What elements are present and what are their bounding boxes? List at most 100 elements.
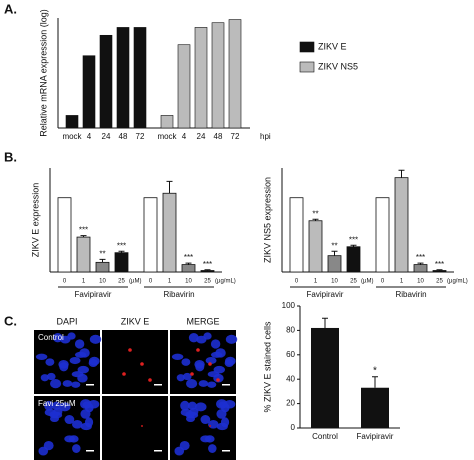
x-tick-label: 0 — [149, 279, 153, 285]
scale-bar — [154, 450, 162, 452]
nucleus — [35, 353, 48, 360]
x-tick-label: 72 — [231, 132, 240, 141]
bar — [346, 246, 361, 273]
error-bar — [331, 250, 338, 256]
bar — [143, 197, 158, 273]
nucleus — [176, 374, 185, 382]
nucleus — [59, 402, 71, 412]
error-bar — [204, 269, 211, 271]
nucleus — [225, 334, 238, 344]
micrograph — [102, 396, 168, 460]
signal — [141, 425, 143, 427]
nucleus — [51, 401, 61, 410]
error-bar — [322, 317, 328, 328]
x-tick-label: 0 — [381, 279, 385, 285]
bar — [65, 115, 79, 129]
nucleus — [58, 359, 69, 369]
nucleus — [80, 422, 92, 431]
error-bar — [350, 244, 357, 247]
x-tick-label: 1 — [400, 279, 404, 285]
nucleus — [210, 351, 223, 358]
unit: (µg/mL) — [447, 279, 468, 285]
bar — [194, 27, 208, 129]
bar — [162, 192, 177, 273]
scale-bar — [222, 450, 230, 452]
x-tick-label: 4 — [87, 132, 92, 141]
signal — [216, 378, 220, 382]
nucleus — [210, 339, 221, 349]
nucleus — [64, 415, 75, 425]
group-label: Favipiravir — [307, 290, 344, 299]
nucleus — [205, 356, 217, 365]
scale-bar — [154, 384, 162, 386]
legend-swatch — [299, 61, 315, 73]
significance: *** — [117, 241, 126, 250]
y-axis-label: ZIKV E expression — [30, 183, 40, 258]
bar — [308, 220, 323, 273]
nucleus — [72, 420, 83, 429]
error-bar — [398, 169, 405, 178]
nucleus — [46, 372, 56, 381]
significance: *** — [184, 253, 193, 262]
nucleus — [74, 339, 85, 349]
nucleus — [50, 378, 62, 389]
nucleus — [216, 422, 228, 431]
nucleus — [68, 435, 79, 443]
bar — [211, 22, 225, 129]
panel-label: C. — [4, 313, 17, 328]
nucleus — [180, 400, 190, 411]
x-tick-label: Control — [312, 432, 338, 441]
nucleus — [180, 408, 192, 417]
signal — [190, 372, 194, 376]
bar — [311, 327, 339, 428]
significance: *** — [79, 226, 88, 235]
bar — [57, 197, 72, 273]
x-tick-label: 10 — [185, 279, 192, 285]
x-tick-label: 0 — [63, 279, 67, 285]
scale-bar — [86, 450, 94, 452]
unit: (µM) — [129, 279, 141, 285]
scale-bar — [222, 384, 230, 386]
signal — [128, 348, 132, 352]
bar — [413, 264, 428, 273]
nucleus — [44, 408, 56, 417]
x-tick-label: 48 — [119, 132, 128, 141]
nucleus — [69, 356, 81, 365]
error-bar — [80, 235, 87, 238]
nucleus — [207, 371, 220, 378]
error-bar — [99, 258, 106, 263]
x-tick-label: 1 — [168, 279, 172, 285]
error-bar — [312, 218, 319, 221]
bar — [289, 197, 304, 273]
legend-label: ZIKV NS5 — [318, 61, 358, 71]
group-label: Favipiravir — [75, 290, 112, 299]
x-tick-label: mock — [62, 132, 82, 141]
bar — [114, 252, 129, 273]
nucleus — [221, 403, 230, 413]
significance: *** — [435, 260, 444, 269]
bar — [76, 236, 91, 273]
bar — [181, 264, 196, 273]
signal — [208, 362, 212, 366]
error-bar — [118, 250, 125, 253]
y-tick-label: 80 — [286, 326, 295, 335]
nucleus — [204, 435, 215, 443]
nucleus — [186, 378, 198, 389]
legend-label: ZIKV E — [318, 41, 347, 51]
nucleus — [74, 351, 87, 358]
significance: *** — [349, 235, 358, 244]
panel-label: A. — [4, 1, 17, 16]
error-bar — [417, 262, 424, 265]
nucleus — [179, 440, 190, 451]
y-tick-label: 20 — [286, 399, 295, 408]
y-axis-label: % ZIKV E stained cells — [262, 321, 272, 413]
x-tick-label: 1 — [82, 279, 86, 285]
nucleus — [208, 444, 217, 453]
bar — [133, 27, 147, 129]
y-tick-label: 60 — [286, 350, 295, 359]
error-bar — [372, 376, 378, 388]
x-tick-label: mock — [157, 132, 177, 141]
bar — [177, 44, 191, 129]
y-tick-label: 0 — [291, 423, 296, 432]
column-header: ZIKV E — [121, 316, 150, 326]
